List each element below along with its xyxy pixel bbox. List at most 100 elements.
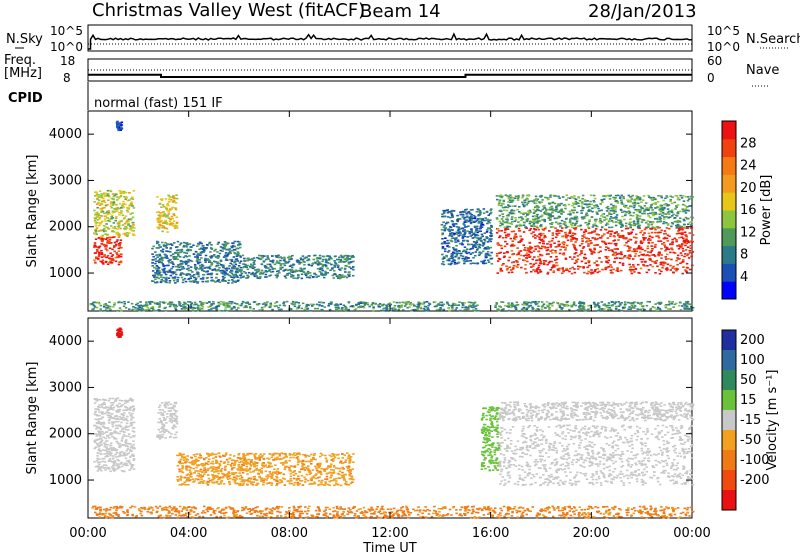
data-cell (482, 260, 485, 263)
data-cell (595, 204, 598, 206)
data-cell (581, 194, 585, 197)
data-cell (650, 207, 653, 209)
data-cell (435, 304, 439, 307)
data-cell (180, 248, 184, 251)
data-cell (557, 232, 561, 234)
data-cell (109, 417, 112, 419)
data-cell (93, 402, 97, 404)
data-cell (251, 266, 255, 268)
data-cell (573, 209, 577, 211)
data-cell (139, 304, 142, 307)
data-cell (250, 258, 254, 260)
data-cell (590, 250, 593, 253)
data-cell (484, 219, 487, 222)
data-cell (256, 268, 259, 271)
data-cell (145, 303, 148, 305)
data-cell (231, 282, 234, 284)
data-cell (202, 251, 206, 253)
data-cell (682, 260, 685, 263)
data-cell (480, 260, 483, 263)
data-cell (118, 128, 121, 131)
data-cell (100, 243, 103, 245)
data-cell (523, 249, 526, 251)
data-cell (286, 256, 290, 259)
data-cell (324, 273, 328, 276)
data-cell (582, 267, 585, 269)
data-cell (285, 300, 289, 303)
data-cell (259, 275, 262, 278)
data-cell (671, 248, 674, 251)
data-cell (505, 226, 509, 229)
data-cell (385, 306, 389, 308)
data-cell (208, 260, 212, 262)
data-cell (95, 256, 98, 258)
data-cell (528, 222, 532, 225)
data-cell (98, 190, 102, 193)
data-cell (500, 204, 503, 207)
data-cell (684, 208, 687, 210)
data-cell (547, 262, 551, 264)
data-cell (263, 302, 266, 304)
data-cell (385, 304, 388, 307)
data-cell (293, 303, 297, 305)
data-cell (661, 208, 665, 211)
data-cell (684, 249, 688, 251)
data-cell (164, 264, 167, 267)
data-cell (600, 215, 603, 217)
data-cell (525, 218, 529, 221)
data-cell (263, 264, 267, 267)
data-cell (648, 237, 651, 240)
data-cell (166, 264, 169, 267)
data-cell (543, 227, 547, 230)
data-cell (612, 212, 616, 214)
data-cell (561, 303, 564, 306)
data-cell (649, 212, 652, 215)
data-cell (461, 235, 465, 238)
data-cell (530, 225, 533, 227)
data-cell (111, 257, 114, 260)
data-cell (647, 223, 650, 225)
data-cell (636, 198, 639, 201)
data-cell (506, 251, 509, 254)
data-cell (658, 269, 661, 271)
data-cell (221, 280, 224, 282)
data-cell (546, 249, 550, 251)
data-cell (592, 200, 595, 202)
data-cell (120, 246, 123, 249)
data-cell (245, 302, 248, 304)
data-cell (539, 232, 542, 235)
data-cell (172, 272, 176, 274)
data-cell (537, 266, 540, 269)
data-cell (212, 255, 216, 257)
data-cell (532, 231, 535, 233)
data-cell (632, 264, 635, 266)
data-cell (525, 308, 528, 311)
y-tick-label: 2000 (49, 220, 82, 235)
data-cell (174, 202, 178, 204)
data-cell (177, 301, 181, 303)
data-cell (628, 249, 631, 252)
data-cell (416, 308, 420, 311)
data-cell (605, 306, 609, 309)
data-cell (503, 226, 506, 228)
data-cell (464, 226, 467, 228)
data-cell (628, 223, 631, 225)
data-cell (317, 275, 320, 277)
data-cell (450, 237, 454, 240)
data-cell (656, 226, 659, 228)
data-cell (99, 207, 102, 210)
data-cell (162, 271, 165, 273)
data-cell (650, 231, 654, 234)
data-cell (572, 202, 575, 205)
data-cell (389, 303, 393, 306)
data-cell (176, 246, 179, 248)
data-cell (193, 276, 196, 279)
data-cell (191, 308, 195, 311)
data-cell (562, 223, 565, 225)
data-cell (238, 254, 242, 257)
data-cell (173, 277, 177, 280)
data-cell (226, 305, 230, 307)
data-cell (495, 302, 498, 304)
data-cell (512, 267, 515, 269)
data-cell (114, 217, 118, 220)
